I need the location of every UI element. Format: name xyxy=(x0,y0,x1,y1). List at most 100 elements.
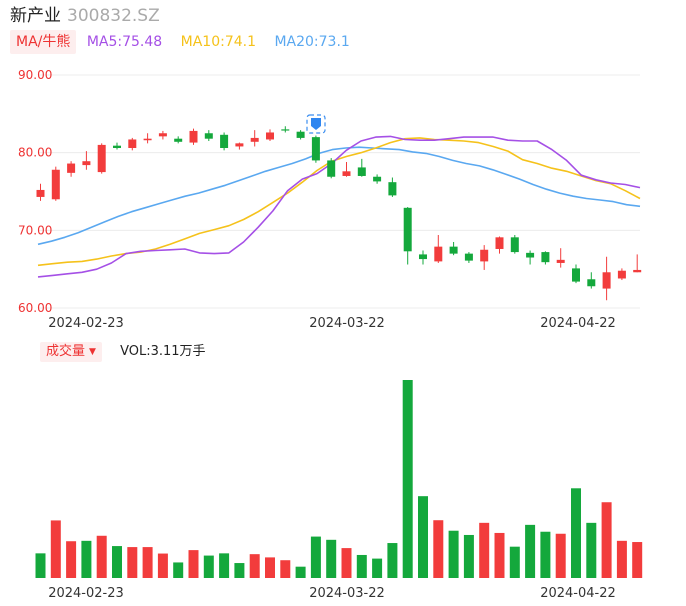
price-y-axis: 90.00 80.00 70.00 60.00 xyxy=(18,68,52,315)
candle-body xyxy=(128,139,137,149)
candle-body xyxy=(572,268,580,282)
volume-bar xyxy=(402,380,413,578)
y-tick-label: 70.00 xyxy=(18,223,52,237)
shield-icon xyxy=(311,118,321,130)
volume-bar xyxy=(280,560,291,578)
candle-body xyxy=(327,160,336,177)
ma5-line xyxy=(37,135,641,278)
candle-body xyxy=(67,163,76,173)
x-tick-label: 2024-03-22 xyxy=(309,586,385,601)
volume-bar xyxy=(203,555,214,578)
volume-bar xyxy=(509,546,520,578)
volume-bar xyxy=(157,553,168,578)
candle-body xyxy=(36,189,45,197)
candle-body xyxy=(556,259,565,263)
ma5-legend: MA5:75.48 xyxy=(86,34,163,50)
candle-body xyxy=(602,272,611,289)
volume-bar xyxy=(219,553,230,578)
volume-selector-label: 成交量 xyxy=(46,344,86,359)
candle-body xyxy=(587,279,596,287)
volume-bar xyxy=(356,554,367,578)
volume-bar xyxy=(50,520,61,578)
event-marker-frame xyxy=(306,114,326,134)
stock-header: 新产业 300832.SZ xyxy=(10,4,160,28)
candle-body xyxy=(419,254,427,260)
volume-bar xyxy=(127,547,138,578)
candle-body xyxy=(113,145,121,149)
candle-body xyxy=(158,133,167,137)
volume-bar xyxy=(555,533,566,578)
volume-bar xyxy=(326,539,337,578)
volume-value: VOL:3.11万手 xyxy=(120,344,206,359)
candle-body xyxy=(403,207,412,252)
x-tick-label: 2024-03-22 xyxy=(309,316,385,331)
y-tick-label: 90.00 xyxy=(18,68,52,82)
candle-body xyxy=(373,176,382,182)
stock-code: 300832.SZ xyxy=(67,6,160,26)
y-tick-label: 60.00 xyxy=(18,301,52,315)
x-tick-label: 2024-04-22 xyxy=(540,586,616,601)
volume-bar xyxy=(601,502,612,578)
volume-bar xyxy=(448,530,459,578)
candle-body xyxy=(541,252,550,263)
volume-bar xyxy=(525,524,536,578)
candle-body xyxy=(388,182,397,196)
volume-bar xyxy=(96,535,107,578)
candle-body xyxy=(495,237,504,249)
candle-body xyxy=(143,138,152,141)
volume-bar xyxy=(142,547,153,578)
volume-bar xyxy=(616,540,627,578)
volume-selector[interactable]: 成交量 ▼ xyxy=(40,342,102,362)
candle-body xyxy=(97,144,106,173)
ma-lines xyxy=(37,135,641,278)
candle-body xyxy=(434,246,443,262)
candle-body xyxy=(250,137,259,142)
stock-name: 新产业 xyxy=(10,6,61,26)
ma-selector-tag[interactable]: MA/牛熊 xyxy=(10,30,77,54)
candle-body xyxy=(480,249,489,262)
candle-body xyxy=(633,269,642,273)
candle-body xyxy=(266,132,274,140)
volume-bars xyxy=(35,380,643,578)
event-marker[interactable] xyxy=(306,114,326,134)
volume-bar xyxy=(463,534,474,578)
dropdown-triangle-icon: ▼ xyxy=(89,347,96,357)
volume-bar xyxy=(387,543,398,578)
candle-body xyxy=(204,133,213,139)
candle-body xyxy=(510,237,519,253)
volume-bar xyxy=(571,488,581,578)
volume-bar xyxy=(234,563,245,578)
candle-body xyxy=(82,161,91,166)
volume-bar xyxy=(433,520,444,578)
ma-legend: MA/牛熊 MA5:75.48 MA10:74.1 MA20:73.1 xyxy=(10,30,358,54)
candle-body xyxy=(311,137,320,161)
candle-body xyxy=(51,169,60,200)
volume-bar xyxy=(341,548,352,578)
volume-bar xyxy=(632,542,643,578)
volume-bar xyxy=(35,553,46,578)
x-tick-label: 2024-02-23 xyxy=(48,586,124,601)
volume-bar xyxy=(494,532,505,578)
volume-bar xyxy=(310,536,321,578)
candle-body xyxy=(464,253,473,261)
volume-bar xyxy=(540,531,551,578)
x-tick-label: 2024-02-23 xyxy=(48,316,124,331)
volume-bar xyxy=(249,554,260,578)
volume-bar xyxy=(188,550,199,578)
ma10-legend: MA10:74.1 xyxy=(180,34,256,50)
candle-body xyxy=(357,167,366,176)
candle-body xyxy=(235,143,244,147)
volume-bar xyxy=(265,557,275,578)
volume-x-axis: 2024-02-23 2024-03-22 2024-04-22 xyxy=(48,586,616,601)
candle-body xyxy=(189,130,198,143)
volume-bar xyxy=(173,562,184,578)
price-x-axis: 2024-02-23 2024-03-22 2024-04-22 xyxy=(48,316,616,331)
volume-bar xyxy=(66,541,77,578)
x-tick-label: 2024-04-22 xyxy=(540,316,616,331)
candle-body xyxy=(296,131,305,138)
candle-body xyxy=(281,129,290,131)
candle-body xyxy=(449,246,458,254)
volume-bar xyxy=(81,540,92,578)
volume-bar xyxy=(372,558,383,578)
